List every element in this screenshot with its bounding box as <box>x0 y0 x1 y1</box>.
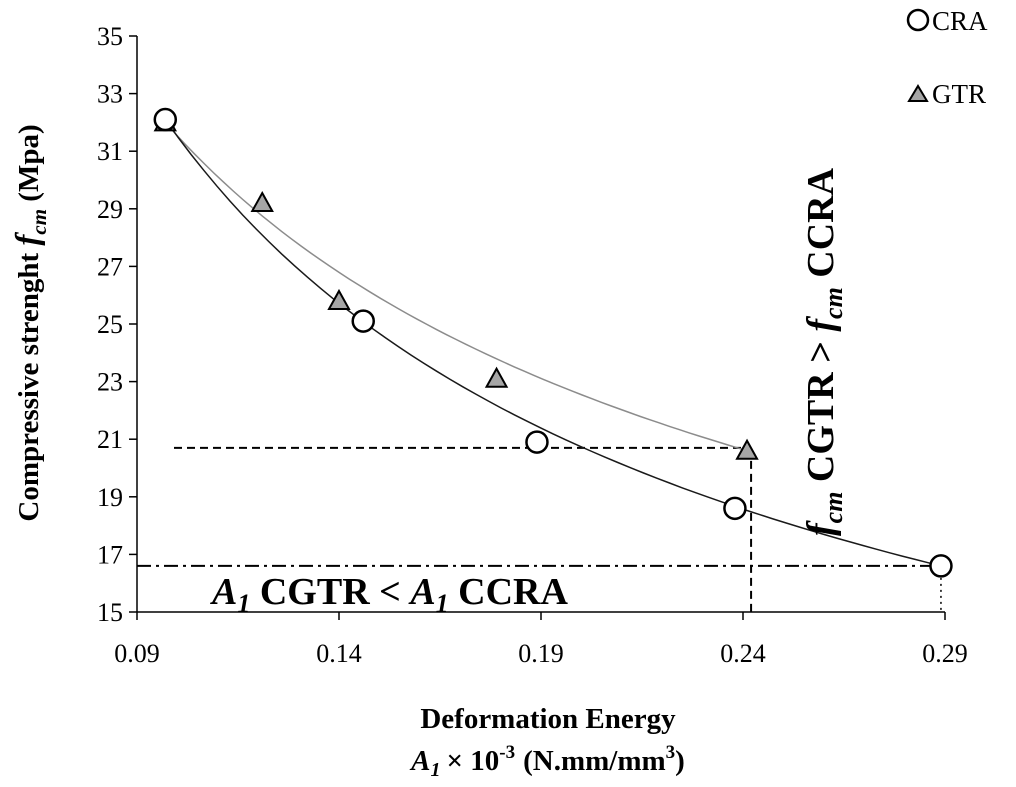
gtr-trendline <box>164 121 748 452</box>
y-tick-label: 27 <box>97 252 123 281</box>
y-tick-label: 15 <box>97 598 123 627</box>
cra-point <box>723 496 747 521</box>
annotation-fcm-comparison: fcm CGTR > fcm CCRA <box>800 167 848 536</box>
x-axis-label-line1: Deformation Energy <box>420 703 676 735</box>
legend-gtr-label: GTR <box>932 79 986 109</box>
y-tick-label: 25 <box>97 310 123 339</box>
legend-gtr-marker <box>907 84 929 102</box>
y-ticks: 15 17 19 21 23 25 27 29 31 33 35 <box>97 22 137 627</box>
y-tick-label: 29 <box>97 195 123 224</box>
legend-cra-label: CRA <box>932 6 988 36</box>
y-tick-label: 31 <box>97 137 123 166</box>
y-tick-label: 33 <box>97 80 123 109</box>
x-tick-label: 0.09 <box>114 639 160 668</box>
x-axis-label-line2: A1 × 10-3 (N.mm/mm3) <box>409 742 685 781</box>
x-tick-label: 0.24 <box>720 639 766 668</box>
gtr-point <box>250 190 274 213</box>
annotation-a1-comparison: A1 CGTR < A1 CCRA <box>210 571 568 618</box>
y-tick-label: 23 <box>97 368 123 397</box>
data-markers <box>153 107 953 578</box>
legend-cra-marker <box>906 8 930 32</box>
x-ticks: 0.09 0.14 0.19 0.24 0.29 <box>114 612 968 668</box>
x-tick-label: 0.19 <box>518 639 564 668</box>
y-axis-label: Compressive strenght fcm (Mpa) <box>10 124 51 521</box>
cra-point <box>525 430 549 454</box>
cra-point <box>929 554 953 578</box>
y-tick-label: 17 <box>97 540 123 569</box>
y-tick-label: 19 <box>97 483 123 512</box>
x-tick-label: 0.29 <box>922 639 968 668</box>
x-tick-label: 0.14 <box>316 639 362 668</box>
legend: CRA GTR <box>906 6 988 109</box>
y-tick-label: 21 <box>97 425 123 454</box>
gtr-point <box>484 366 509 388</box>
cra-point <box>351 309 375 333</box>
cra-point <box>153 107 178 132</box>
cra-trendline <box>164 119 942 567</box>
gtr-point <box>735 438 759 460</box>
gtr-point <box>327 288 351 310</box>
y-tick-label: 35 <box>97 22 123 51</box>
